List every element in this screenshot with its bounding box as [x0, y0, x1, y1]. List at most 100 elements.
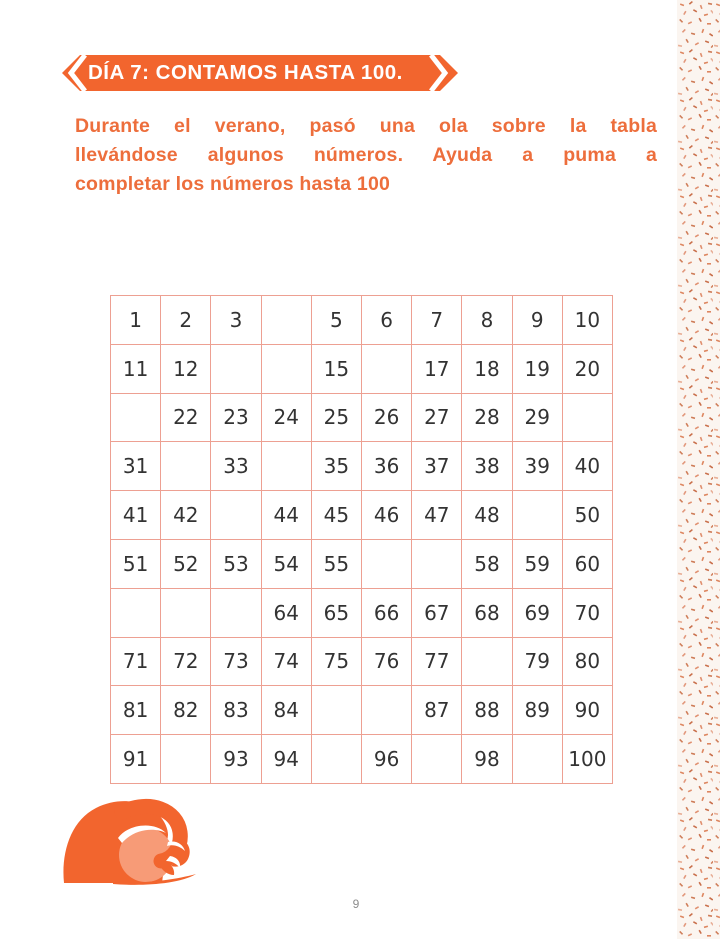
- grid-cell: 50: [562, 491, 613, 540]
- grid-cell: 98: [462, 735, 513, 784]
- grid-cell: 25: [311, 393, 362, 443]
- grid-cell: 24: [261, 393, 312, 443]
- page-title: DÍA 7: CONTAMOS HASTA 100.: [88, 61, 403, 84]
- grid-cell-empty[interactable]: [362, 344, 413, 394]
- grid-cell: 77: [412, 637, 463, 687]
- page-number: 9: [352, 897, 360, 911]
- grid-cell: 82: [161, 686, 212, 736]
- grid-cell: 11: [111, 344, 162, 394]
- grid-cell-empty[interactable]: [261, 296, 312, 345]
- grid-cell: 53: [211, 539, 262, 589]
- grid-cell: 39: [512, 442, 563, 492]
- grid-cell: 27: [412, 393, 463, 443]
- grid-cell: 40: [562, 442, 613, 492]
- grid-cell: 26: [362, 393, 413, 443]
- grid-cell: 67: [412, 588, 463, 638]
- grid-cell-empty[interactable]: [362, 539, 413, 589]
- grid-cell: 23: [211, 393, 262, 443]
- grid-cell: 15: [311, 344, 362, 394]
- grid-cell-empty[interactable]: [261, 344, 312, 394]
- grid-cell: 84: [261, 686, 312, 736]
- grid-cell: 64: [261, 588, 312, 638]
- grid-cell-empty[interactable]: [261, 442, 312, 492]
- wave-logo: [58, 798, 208, 893]
- grid-cell: 59: [512, 539, 563, 589]
- grid-cell: 58: [462, 539, 513, 589]
- grid-cell: 31: [111, 442, 162, 492]
- grid-cell: 79: [512, 637, 563, 687]
- grid-cell-empty[interactable]: [111, 588, 162, 638]
- grid-cell-empty[interactable]: [362, 686, 413, 736]
- grid-cell: 20: [562, 344, 613, 394]
- grid-cell-empty[interactable]: [161, 442, 212, 492]
- number-grid: 1 2 3 5 6 7 8 9 10 11 12 15 17 18 19 20 22 23 24 25 26 27 28 29…: [110, 295, 613, 784]
- grid-cell-empty[interactable]: [512, 735, 563, 784]
- speckle-pattern-icon: [677, 0, 720, 939]
- grid-cell: 54: [261, 539, 312, 589]
- grid-cell: 10: [562, 296, 613, 345]
- grid-cell: 80: [562, 637, 613, 687]
- grid-cell: 45: [311, 491, 362, 540]
- grid-cell: 89: [512, 686, 563, 736]
- grid-cell-empty[interactable]: [211, 491, 262, 540]
- grid-cell: 66: [362, 588, 413, 638]
- grid-cell: 52: [161, 539, 212, 589]
- grid-cell: 29: [512, 393, 563, 443]
- grid-cell: 90: [562, 686, 613, 736]
- grid-cell: 72: [161, 637, 212, 687]
- grid-cell: 1: [111, 296, 162, 345]
- grid-cell: 38: [462, 442, 513, 492]
- grid-cell: 47: [412, 491, 463, 540]
- instructions-line: completar los números hasta 100: [75, 173, 391, 195]
- grid-cell-empty[interactable]: [311, 735, 362, 784]
- grid-cell: 91: [111, 735, 162, 784]
- ribbon-shape: [62, 54, 458, 92]
- grid-cell: 69: [512, 588, 563, 638]
- grid-cell: 96: [362, 735, 413, 784]
- grid-cell: 8: [462, 296, 513, 345]
- grid-cell: 17: [412, 344, 463, 394]
- grid-cell: 76: [362, 637, 413, 687]
- grid-cell: 9: [512, 296, 563, 345]
- grid-cell-empty[interactable]: [412, 539, 463, 589]
- grid-cell-empty[interactable]: [512, 491, 563, 540]
- grid-cell-empty[interactable]: [562, 393, 613, 443]
- grid-cell-empty[interactable]: [111, 393, 162, 443]
- grid-cell: 100: [562, 735, 613, 784]
- grid-cell: 44: [261, 491, 312, 540]
- grid-cell: 60: [562, 539, 613, 589]
- grid-cell: 2: [161, 296, 212, 345]
- grid-cell-empty[interactable]: [412, 735, 463, 784]
- grid-cell: 46: [362, 491, 413, 540]
- grid-cell: 19: [512, 344, 563, 394]
- grid-cell: 35: [311, 442, 362, 492]
- lesson-title-banner: DÍA 7: CONTAMOS HASTA 100.: [62, 54, 458, 92]
- instructions: Durante el verano, pasó una ola sobre la…: [75, 112, 657, 199]
- grid-cell-empty[interactable]: [161, 588, 212, 638]
- speckle-border: [677, 0, 720, 939]
- grid-cell-empty[interactable]: [211, 344, 262, 394]
- grid-cell: 5: [311, 296, 362, 345]
- grid-cell: 37: [412, 442, 463, 492]
- grid-cell-empty[interactable]: [462, 637, 513, 687]
- grid-cell: 3: [211, 296, 262, 345]
- grid-cell: 65: [311, 588, 362, 638]
- grid-cell: 48: [462, 491, 513, 540]
- grid-cell: 42: [161, 491, 212, 540]
- grid-cell: 94: [261, 735, 312, 784]
- grid-cell: 41: [111, 491, 162, 540]
- grid-cell: 51: [111, 539, 162, 589]
- grid-cell: 12: [161, 344, 212, 394]
- grid-cell-empty[interactable]: [311, 686, 362, 736]
- grid-cell: 81: [111, 686, 162, 736]
- instructions-line: llevándose algunos números. Ayuda a puma…: [75, 144, 657, 166]
- grid-cell: 33: [211, 442, 262, 492]
- wave-logo-icon: [63, 798, 196, 885]
- grid-cell-empty[interactable]: [161, 735, 212, 784]
- grid-cell: 36: [362, 442, 413, 492]
- grid-cell: 70: [562, 588, 613, 638]
- grid-cell-empty[interactable]: [211, 588, 262, 638]
- grid-cell: 28: [462, 393, 513, 443]
- grid-cell: 18: [462, 344, 513, 394]
